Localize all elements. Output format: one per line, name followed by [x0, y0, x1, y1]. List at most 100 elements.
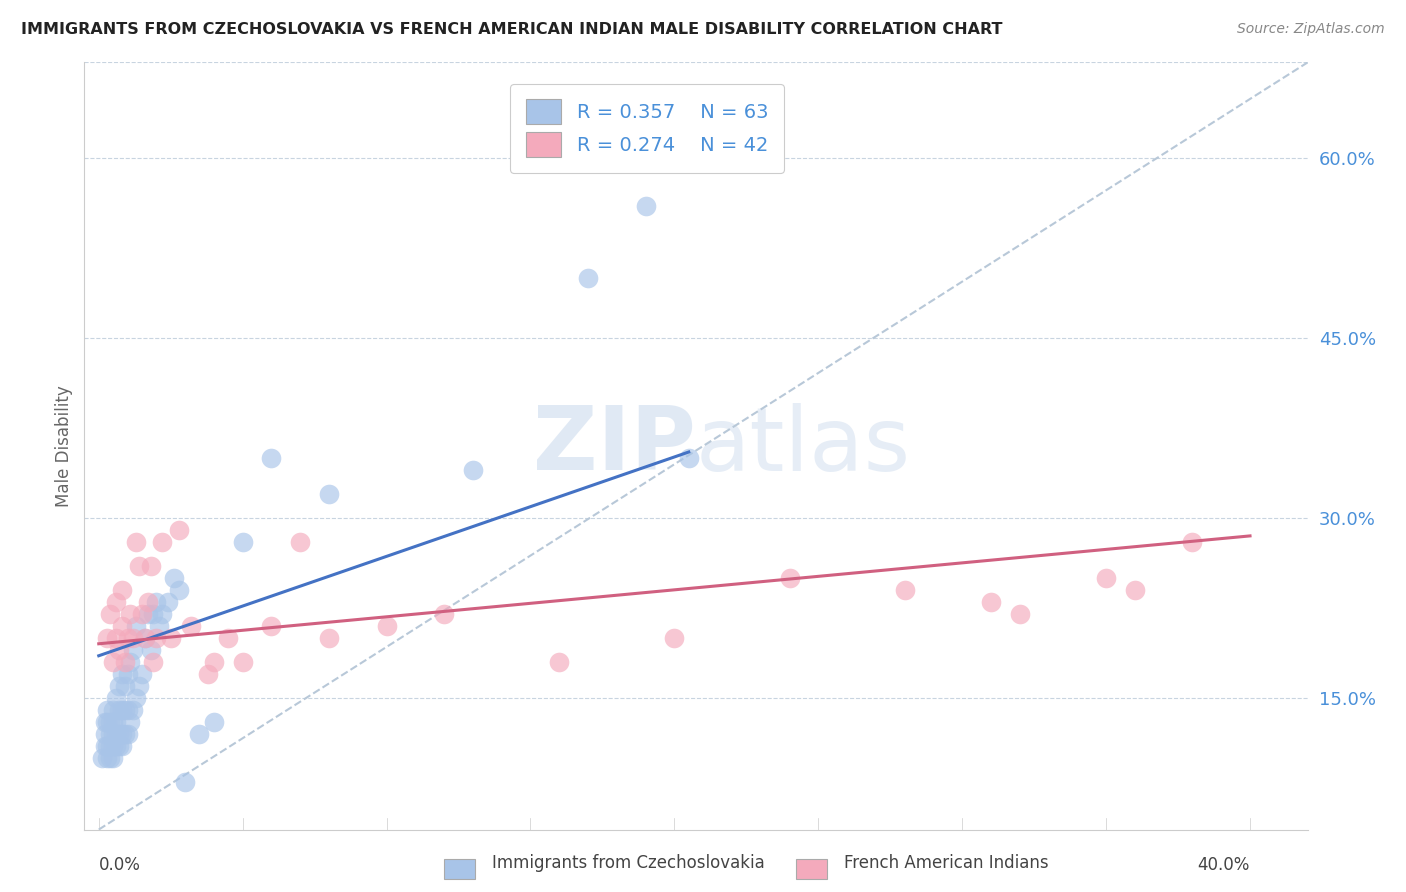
Point — [290, 534, 312, 549]
Point — [90, 750, 112, 764]
Point — [136, 595, 159, 609]
Point — [114, 703, 136, 717]
Text: IMMIGRANTS FROM CZECHOSLOVAKIA VS FRENCH AMERICAN INDIAN MALE DISABILITY CORRELA: IMMIGRANTS FROM CZECHOSLOVAKIA VS FRENCH… — [21, 22, 1002, 37]
Point — [114, 726, 136, 740]
Point — [96, 714, 118, 729]
Point — [98, 739, 121, 753]
Point — [461, 463, 484, 477]
Point — [125, 534, 148, 549]
Point — [980, 595, 1002, 609]
Point — [260, 619, 283, 633]
Point — [111, 619, 134, 633]
Point — [93, 739, 115, 753]
Point — [117, 703, 139, 717]
Point — [318, 631, 340, 645]
Point — [101, 714, 124, 729]
Point — [128, 679, 150, 693]
Point — [120, 714, 142, 729]
Point — [318, 487, 340, 501]
Point — [634, 199, 657, 213]
Point — [678, 450, 700, 465]
Point — [105, 690, 128, 705]
Point — [134, 631, 156, 645]
Point — [98, 714, 121, 729]
Point — [114, 655, 136, 669]
Point — [260, 450, 283, 465]
Point — [128, 558, 150, 573]
Text: Immigrants from Czechoslovakia: Immigrants from Czechoslovakia — [492, 855, 765, 872]
Point — [197, 666, 219, 681]
Point — [101, 739, 124, 753]
Point — [232, 534, 254, 549]
Point — [101, 703, 124, 717]
Text: ZIP: ZIP — [533, 402, 696, 490]
Point — [108, 642, 131, 657]
Point — [98, 607, 121, 621]
Point — [142, 655, 165, 669]
Point — [134, 631, 156, 645]
Point — [108, 739, 131, 753]
Point — [111, 739, 134, 753]
Point — [180, 619, 202, 633]
Point — [150, 607, 173, 621]
Point — [148, 619, 170, 633]
Text: atlas: atlas — [696, 402, 911, 490]
Point — [108, 679, 131, 693]
Point — [111, 666, 134, 681]
Point — [202, 714, 225, 729]
Point — [101, 726, 124, 740]
Point — [120, 607, 142, 621]
Point — [120, 655, 142, 669]
Point — [375, 619, 398, 633]
Point — [1181, 534, 1204, 549]
Point — [217, 631, 239, 645]
Point — [136, 607, 159, 621]
Point — [96, 739, 118, 753]
Point — [105, 631, 128, 645]
Point — [145, 595, 167, 609]
Legend: R = 0.357    N = 63, R = 0.274    N = 42: R = 0.357 N = 63, R = 0.274 N = 42 — [510, 84, 783, 172]
Point — [433, 607, 456, 621]
Point — [202, 655, 225, 669]
Point — [131, 607, 153, 621]
Point — [105, 739, 128, 753]
Point — [125, 619, 148, 633]
Point — [117, 631, 139, 645]
Point — [98, 726, 121, 740]
Point — [111, 703, 134, 717]
Point — [108, 703, 131, 717]
Point — [125, 690, 148, 705]
Text: 0.0%: 0.0% — [98, 856, 141, 874]
Point — [664, 631, 686, 645]
Point — [131, 666, 153, 681]
Point — [122, 631, 145, 645]
Point — [162, 571, 184, 585]
Point — [96, 631, 118, 645]
Point — [105, 714, 128, 729]
Point — [98, 750, 121, 764]
Point — [174, 774, 197, 789]
Point — [576, 271, 599, 285]
Point — [117, 666, 139, 681]
Point — [1095, 571, 1118, 585]
Point — [101, 750, 124, 764]
Point — [93, 726, 115, 740]
Point — [156, 595, 179, 609]
Point — [145, 631, 167, 645]
Text: Source: ZipAtlas.com: Source: ZipAtlas.com — [1237, 22, 1385, 37]
Point — [1123, 582, 1146, 597]
Point — [150, 534, 173, 549]
Point — [101, 655, 124, 669]
Point — [142, 607, 165, 621]
Point — [548, 655, 571, 669]
Point — [169, 523, 191, 537]
Point — [111, 582, 134, 597]
Point — [105, 726, 128, 740]
Text: French American Indians: French American Indians — [844, 855, 1049, 872]
Point — [114, 679, 136, 693]
Point — [111, 726, 134, 740]
Point — [188, 726, 211, 740]
Text: 40.0%: 40.0% — [1198, 856, 1250, 874]
Point — [159, 631, 181, 645]
Point — [779, 571, 801, 585]
